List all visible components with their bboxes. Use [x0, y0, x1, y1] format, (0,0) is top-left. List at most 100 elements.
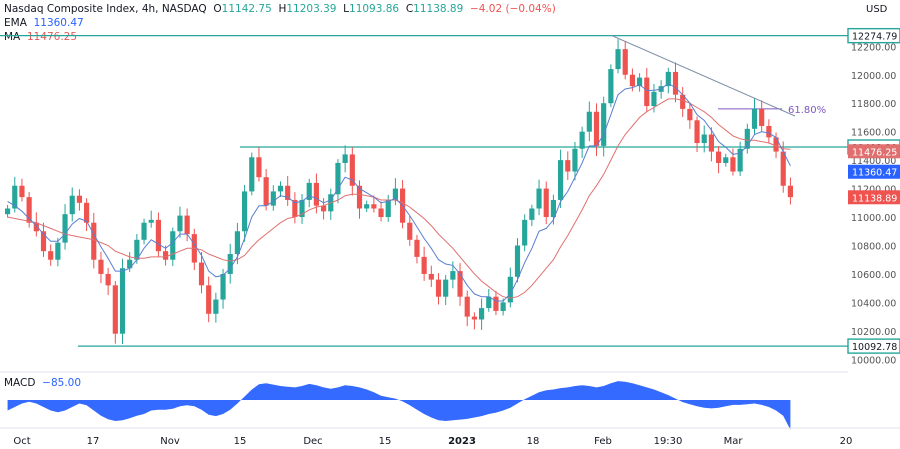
candle — [687, 103, 693, 129]
time-tick: 19:30 — [654, 436, 683, 447]
candle-body — [651, 91, 657, 107]
price-tick: 10800.00 — [851, 241, 896, 252]
candle-body — [5, 208, 11, 215]
candle-body — [744, 128, 750, 149]
macd-legend[interactable]: MACD −85.00 — [4, 377, 81, 389]
candle-body — [694, 120, 700, 144]
candle — [69, 187, 75, 222]
price-tag-box — [848, 144, 900, 159]
price-tag-text: 11476.25 — [852, 147, 897, 158]
candle-body — [285, 185, 291, 200]
candle-body — [105, 273, 111, 286]
candle — [285, 176, 291, 206]
candle — [766, 119, 772, 144]
candle — [112, 281, 118, 344]
candle — [558, 149, 564, 208]
candle-body — [572, 148, 578, 172]
price-tag-box — [847, 338, 900, 354]
candle — [479, 298, 485, 330]
low-value: 11093.86 — [349, 3, 400, 15]
candle — [148, 210, 154, 228]
trendline-group: 61.80% — [611, 35, 826, 117]
candle — [249, 152, 255, 196]
candle-body — [177, 215, 183, 232]
candle — [507, 267, 513, 308]
candle-body — [119, 268, 126, 334]
candle-body — [33, 222, 39, 232]
price-tag-last: 11138.89 — [848, 190, 900, 205]
candle-body — [701, 134, 707, 144]
price-tag-level: 12274.79 — [847, 27, 900, 44]
candle-body — [414, 239, 420, 257]
candle-body — [730, 157, 736, 172]
macd-pane: 0.00−85.00 — [0, 371, 900, 430]
candle — [694, 116, 700, 153]
candle — [335, 159, 341, 204]
candle — [198, 252, 205, 294]
trend-line — [611, 35, 796, 117]
candle-body — [12, 185, 18, 209]
high-label: H — [278, 3, 287, 15]
time-tick: Feb — [594, 436, 612, 447]
candle-body — [19, 185, 25, 198]
indicator-lines — [7, 82, 791, 302]
candle — [105, 267, 111, 295]
candle-body — [421, 256, 427, 274]
candle — [428, 265, 434, 288]
candle — [170, 227, 176, 266]
candle-body — [708, 134, 714, 152]
candle — [328, 188, 334, 220]
candle — [730, 148, 736, 176]
price-tag-box — [848, 190, 900, 205]
candle-body — [529, 208, 535, 220]
candle — [443, 275, 449, 305]
ema-value: 11360.47 — [33, 17, 84, 29]
candle-body — [127, 259, 133, 269]
price-tick: 12200.00 — [851, 42, 896, 53]
candle-body — [249, 157, 255, 192]
candle-body — [55, 242, 61, 260]
candle — [608, 64, 614, 108]
candle-body — [644, 77, 650, 107]
candle-body — [637, 77, 643, 87]
candle — [615, 39, 621, 74]
candle-body — [306, 182, 312, 200]
candle-body — [407, 222, 413, 240]
ema-legend[interactable]: EMA 11360.47 — [4, 17, 84, 30]
candle — [773, 132, 779, 159]
candle — [385, 194, 391, 222]
candle-body — [493, 296, 499, 311]
candle-body — [593, 111, 600, 146]
time-tick: 15 — [379, 436, 392, 447]
candle — [751, 98, 758, 135]
price-tag-ma: 11476.25 — [848, 144, 900, 159]
candle — [33, 212, 39, 237]
candle-body — [263, 177, 269, 206]
candle — [529, 204, 535, 227]
candle-body — [385, 199, 391, 218]
price-tick: 11800.00 — [851, 99, 896, 110]
ema-label: EMA — [4, 17, 27, 29]
candle-body — [69, 195, 75, 215]
candle-body — [378, 208, 384, 218]
ma-label: MA — [4, 31, 21, 43]
candle-body — [479, 308, 485, 320]
candle-body — [428, 273, 434, 280]
candle — [708, 127, 714, 162]
candle — [665, 67, 671, 94]
candle — [637, 73, 643, 92]
candle — [277, 181, 284, 197]
candle-body — [26, 197, 32, 223]
candle — [579, 126, 585, 158]
candle-body — [615, 49, 621, 70]
candle — [378, 201, 384, 222]
candle — [184, 208, 190, 242]
candle — [586, 101, 592, 142]
candle — [680, 87, 686, 118]
ma-legend[interactable]: MA 11476.25 — [4, 31, 77, 44]
candle-body — [514, 245, 521, 277]
price-tag-box — [847, 27, 900, 44]
candle — [234, 222, 240, 265]
candle — [98, 251, 104, 284]
